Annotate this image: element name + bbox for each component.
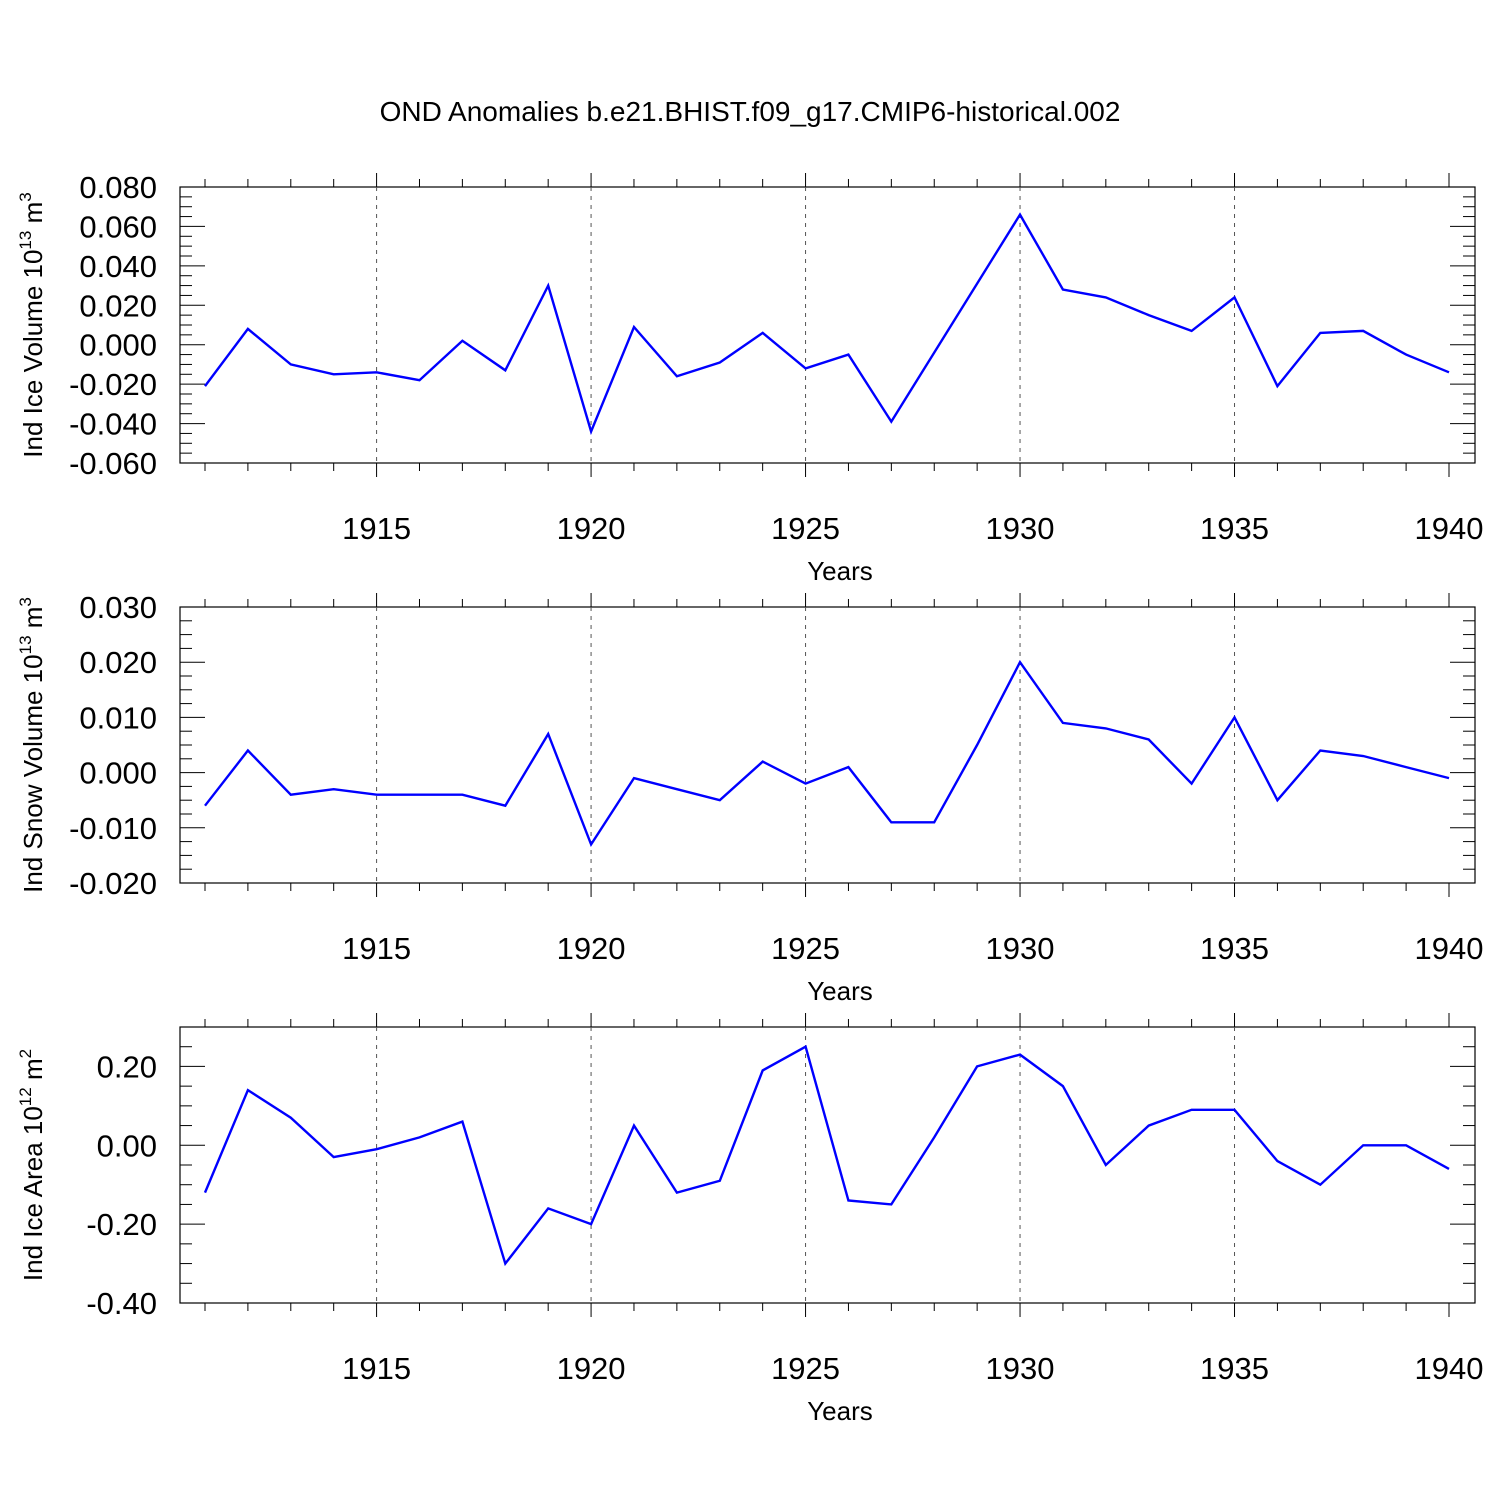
y-tick-label: -0.040 <box>69 407 157 442</box>
y-tick-label: 0.000 <box>79 756 157 791</box>
y-tick-label: 0.20 <box>97 1049 157 1084</box>
y-tick-label: 0.010 <box>79 700 157 735</box>
x-tick-label-1935: 1935 <box>1200 931 1269 966</box>
panel-2: 1915 1920 1925 1930 1935 1940 Years -0.020 -0.01… <box>16 590 1483 1006</box>
x-tick-label-1920: 1920 <box>557 1351 626 1386</box>
y-tick-label: 0.030 <box>79 590 157 625</box>
y-tick-label: 0.040 <box>79 249 157 284</box>
x-tick-label-1920: 1920 <box>557 511 626 546</box>
figure-title: OND Anomalies b.e21.BHIST.f09_g17.CMIP6-… <box>379 96 1121 127</box>
y-tick-label: 0.00 <box>97 1128 157 1163</box>
x-tick-label-1940: 1940 <box>1415 1351 1484 1386</box>
panel-3: 1915 1920 1925 1930 1935 1940 Years -0.40 -0.20 0… <box>16 1013 1483 1426</box>
series-line <box>203 1044 1450 1267</box>
x-tick-label-1915: 1915 <box>342 511 411 546</box>
x-tick-label-1940: 1940 <box>1415 931 1484 966</box>
x-axis-label: Years <box>807 556 873 586</box>
plot-frame <box>179 606 1476 884</box>
y-tick-label: 0.000 <box>79 328 157 363</box>
panel-1: 1915 1920 1925 1930 1935 1940 Years -0.060 -0.04… <box>16 170 1483 586</box>
y-tick-label: 0.060 <box>79 209 157 244</box>
x-tick-label-1920: 1920 <box>557 931 626 966</box>
x-tick-label-1935: 1935 <box>1200 511 1269 546</box>
x-tick-label-1925: 1925 <box>771 1351 840 1386</box>
x-tick-label-1935: 1935 <box>1200 1351 1269 1386</box>
y-tick-label: -0.020 <box>69 866 157 901</box>
y-tick-label: 0.020 <box>79 288 157 323</box>
y-tick-label: -0.40 <box>86 1286 157 1321</box>
series-line <box>204 212 1450 436</box>
y-tick-label: -0.20 <box>86 1207 157 1242</box>
y-tick-label: -0.060 <box>69 446 157 481</box>
y-axis-label: Ind Snow Volume 1013 m3 <box>16 597 48 893</box>
y-tick-label: 0.020 <box>79 645 157 680</box>
x-tick-label-1925: 1925 <box>771 511 840 546</box>
plot-frame <box>179 186 1476 464</box>
x-tick-label-1940: 1940 <box>1415 511 1484 546</box>
x-tick-label-1915: 1915 <box>342 931 411 966</box>
x-tick-label-1930: 1930 <box>986 511 1055 546</box>
series-line <box>204 659 1450 848</box>
y-tick-label: -0.020 <box>69 367 157 402</box>
y-axis-label: Ind Ice Volume 1013 m3 <box>16 192 48 457</box>
x-axis-label: Years <box>807 976 873 1006</box>
x-axis-label: Years <box>807 1396 873 1426</box>
y-axis-label: Ind Ice Area 1012 m2 <box>16 1049 48 1281</box>
x-tick-label-1915: 1915 <box>342 1351 411 1386</box>
y-tick-label: -0.010 <box>69 811 157 846</box>
plot-frame <box>179 1026 1476 1304</box>
x-tick-label-1930: 1930 <box>986 1351 1055 1386</box>
y-tick-label: 0.080 <box>79 170 157 205</box>
x-tick-label-1930: 1930 <box>986 931 1055 966</box>
x-tick-label-1925: 1925 <box>771 931 840 966</box>
